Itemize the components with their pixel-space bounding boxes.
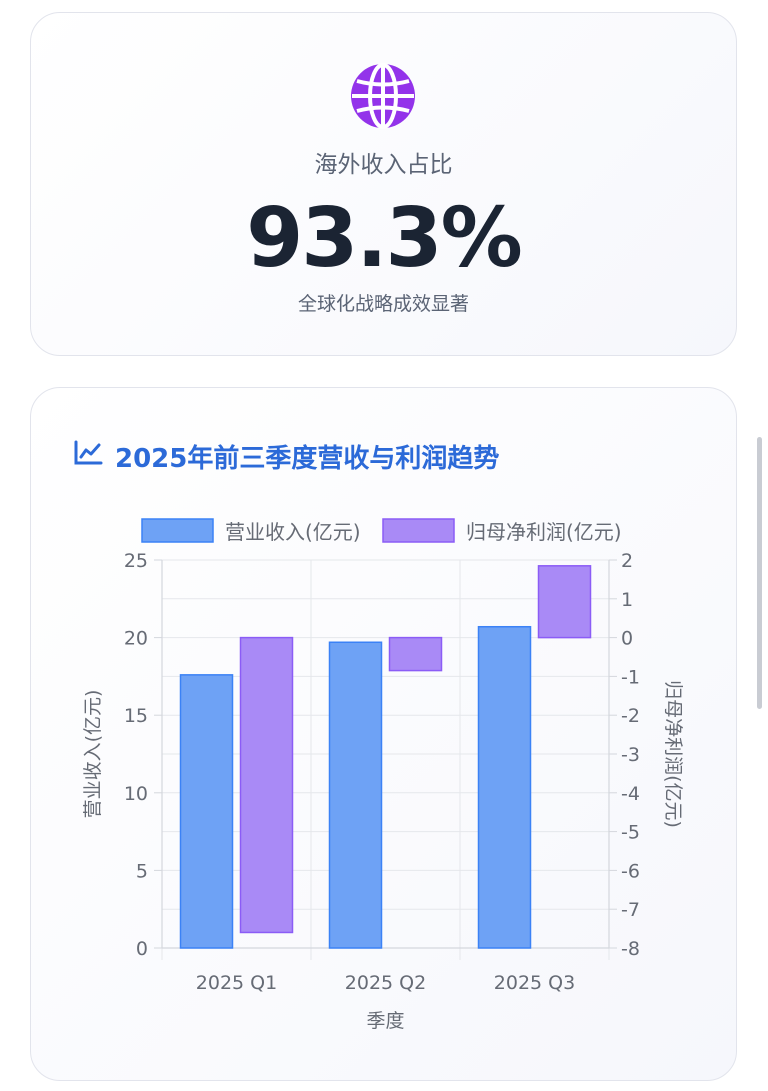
stat-label: 海外收入占比 <box>314 152 453 178</box>
globe-icon <box>351 63 415 129</box>
legend-swatch <box>141 518 214 543</box>
x-tick-label: 2025 Q2 <box>345 972 426 994</box>
stat-subtitle: 全球化战略成效显著 <box>297 293 469 315</box>
x-tick-label: 2025 Q1 <box>196 972 277 994</box>
y2-tick-label: 1 <box>621 589 633 611</box>
y-axis-title: 营业收入(亿元) <box>82 690 104 819</box>
bar-revenue <box>477 625 532 949</box>
y-tick-label: 5 <box>136 860 148 882</box>
y2-tick-label: -5 <box>621 822 640 844</box>
legend-label: 归母净利润(亿元) <box>466 520 622 544</box>
x-axis-title: 季度 <box>366 1010 404 1032</box>
y2-tick-label: -1 <box>621 666 640 688</box>
y2-tick-label: -7 <box>621 899 640 921</box>
y2-tick-label: -6 <box>621 860 640 882</box>
bar-net-profit <box>388 636 443 672</box>
line-chart-icon <box>74 440 103 465</box>
y-tick-label: 10 <box>124 783 148 805</box>
y-tick-label: 15 <box>124 705 148 727</box>
bar-net-profit <box>239 636 294 934</box>
chart-title: 2025年前三季度营收与利润趋势 <box>115 444 500 474</box>
legend-swatch <box>382 518 455 543</box>
y-tick-label: 0 <box>136 938 148 960</box>
stat-value: 93.3% <box>246 191 522 286</box>
y2-axis-title: 归母净利润(亿元) <box>662 680 684 828</box>
bar-revenue <box>179 674 234 949</box>
overseas-revenue-card: 海外收入占比 93.3% 全球化战略成效显著 <box>30 12 737 356</box>
y2-tick-label: -4 <box>621 783 640 805</box>
y2-tick-label: -2 <box>621 705 640 727</box>
scrollbar[interactable] <box>757 437 762 709</box>
y2-tick-label: 0 <box>621 628 633 650</box>
bar-net-profit <box>537 565 592 639</box>
y-tick-label: 25 <box>124 550 148 572</box>
y2-tick-label: -8 <box>621 938 640 960</box>
legend-label: 营业收入(亿元) <box>225 520 361 544</box>
y-tick-label: 20 <box>124 628 148 650</box>
y2-tick-label: 2 <box>621 550 633 572</box>
y2-tick-label: -3 <box>621 744 640 766</box>
x-tick-label: 2025 Q3 <box>494 972 575 994</box>
revenue-profit-chart-card: 2025年前三季度营收与利润趋势 <box>30 387 737 1081</box>
bar-revenue <box>328 641 383 949</box>
